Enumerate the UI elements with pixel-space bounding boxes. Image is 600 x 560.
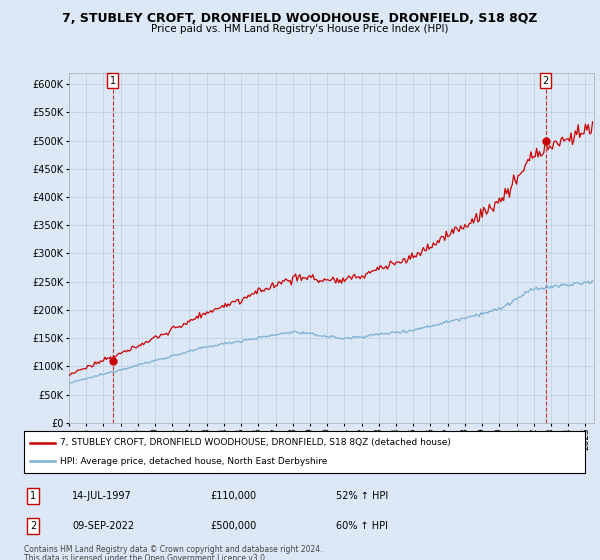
Text: £500,000: £500,000 bbox=[210, 521, 256, 531]
Text: HPI: Average price, detached house, North East Derbyshire: HPI: Average price, detached house, Nort… bbox=[61, 457, 328, 466]
Text: £110,000: £110,000 bbox=[210, 491, 256, 501]
Text: 2: 2 bbox=[30, 521, 36, 531]
Text: 1: 1 bbox=[30, 491, 36, 501]
Text: 14-JUL-1997: 14-JUL-1997 bbox=[72, 491, 132, 501]
Text: 60% ↑ HPI: 60% ↑ HPI bbox=[336, 521, 388, 531]
Text: Price paid vs. HM Land Registry's House Price Index (HPI): Price paid vs. HM Land Registry's House … bbox=[151, 24, 449, 34]
Text: 52% ↑ HPI: 52% ↑ HPI bbox=[336, 491, 388, 501]
Text: 7, STUBLEY CROFT, DRONFIELD WOODHOUSE, DRONFIELD, S18 8QZ: 7, STUBLEY CROFT, DRONFIELD WOODHOUSE, D… bbox=[62, 12, 538, 25]
Text: 1: 1 bbox=[110, 76, 116, 86]
Text: 09-SEP-2022: 09-SEP-2022 bbox=[72, 521, 134, 531]
Text: 7, STUBLEY CROFT, DRONFIELD WOODHOUSE, DRONFIELD, S18 8QZ (detached house): 7, STUBLEY CROFT, DRONFIELD WOODHOUSE, D… bbox=[61, 438, 451, 447]
Text: This data is licensed under the Open Government Licence v3.0.: This data is licensed under the Open Gov… bbox=[24, 554, 268, 560]
Text: 2: 2 bbox=[542, 76, 549, 86]
Text: Contains HM Land Registry data © Crown copyright and database right 2024.: Contains HM Land Registry data © Crown c… bbox=[24, 545, 323, 554]
